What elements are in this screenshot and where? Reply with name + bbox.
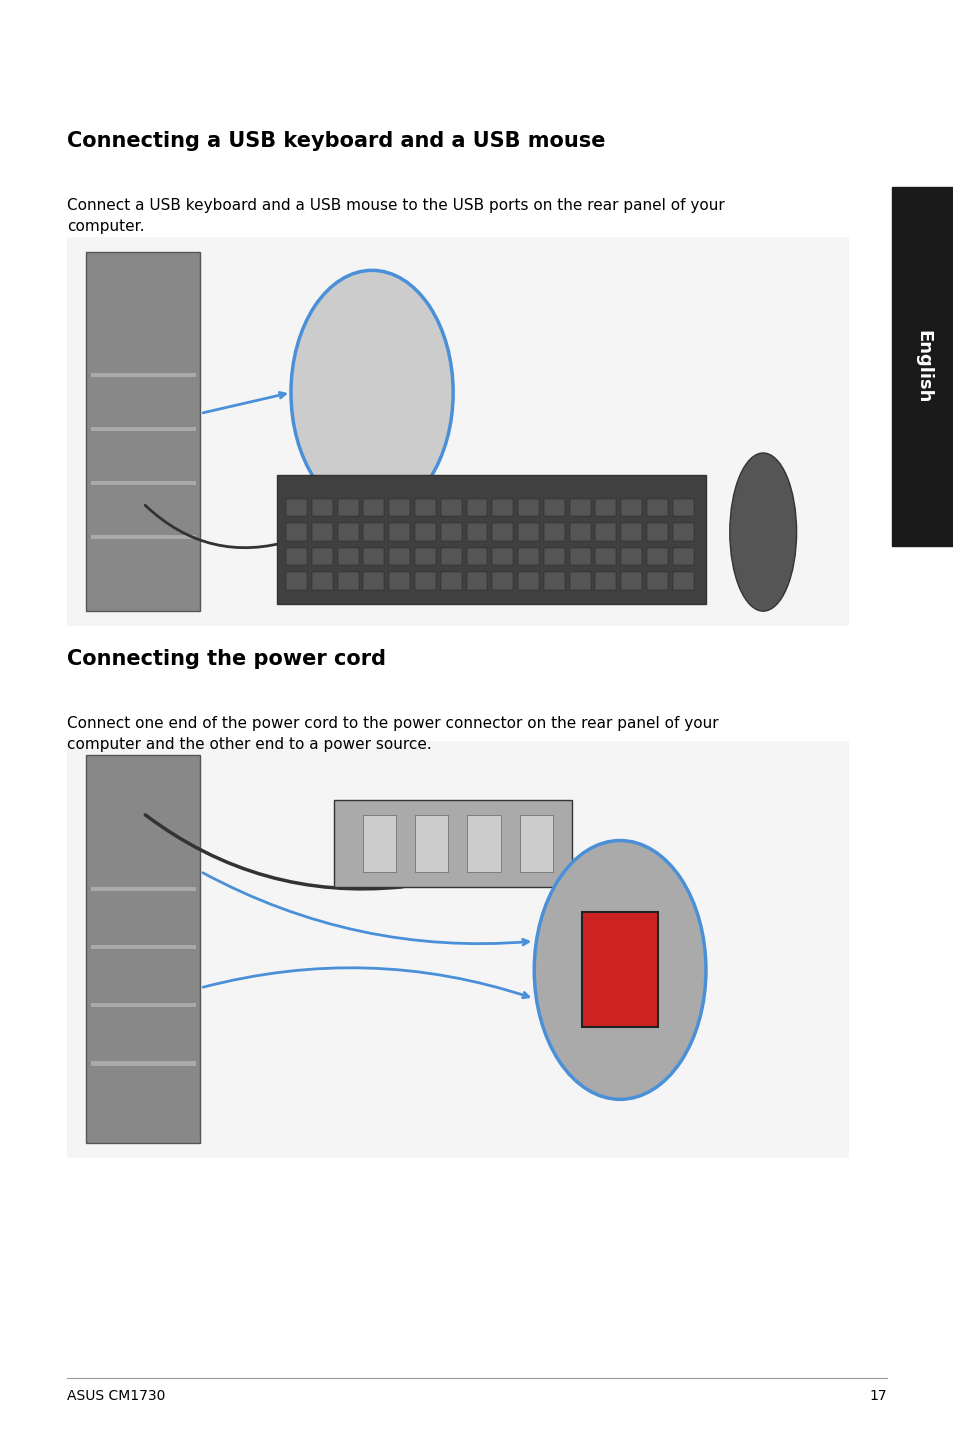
Bar [646,548,667,565]
Bar [543,499,564,516]
Bar [389,523,410,541]
Bar [91,1004,195,1007]
Bar [519,814,553,871]
Bar [415,499,436,516]
Bar [363,523,384,541]
Bar [363,499,384,516]
Bar [91,482,195,486]
Bar [91,372,195,377]
Bar [91,427,195,431]
Circle shape [291,270,453,515]
Bar [91,945,195,949]
Bar [86,252,200,611]
Bar [415,814,448,871]
Text: English: English [913,329,931,404]
Bar [595,572,616,590]
Bar [415,572,436,590]
Bar [492,499,513,516]
Bar [569,572,590,590]
Bar [91,535,195,539]
Bar [362,814,395,871]
Bar [492,523,513,541]
Bar [581,912,658,1027]
Bar [415,548,436,565]
Bar [286,572,307,590]
Bar [86,755,200,1143]
Bar [466,572,487,590]
Bar [337,548,358,565]
Bar [672,499,693,516]
Bar [312,572,333,590]
Bar [517,548,538,565]
Ellipse shape [729,453,796,611]
Text: Connecting a USB keyboard and a USB mouse: Connecting a USB keyboard and a USB mous… [67,131,604,151]
Bar [363,572,384,590]
Bar [286,548,307,565]
Bar [569,548,590,565]
Text: 17: 17 [869,1389,886,1403]
Text: ASUS CM1730: ASUS CM1730 [67,1389,165,1403]
Bar [467,814,500,871]
Bar [312,548,333,565]
Bar [620,499,641,516]
Bar [466,523,487,541]
Bar [569,499,590,516]
Bar [91,886,195,892]
Bar [672,572,693,590]
Bar [492,572,513,590]
Text: Connect a USB keyboard and a USB mouse to the USB ports on the rear panel of you: Connect a USB keyboard and a USB mouse t… [67,198,723,234]
Bar [286,499,307,516]
Bar [620,572,641,590]
Bar [389,548,410,565]
Bar [337,523,358,541]
Bar [543,548,564,565]
Bar [389,499,410,516]
Bar [620,548,641,565]
Bar [466,548,487,565]
Bar [312,499,333,516]
Bar [389,572,410,590]
Bar [312,523,333,541]
Bar [363,548,384,565]
Bar [595,548,616,565]
Bar [891,187,953,546]
Text: Connect one end of the power cord to the power connector on the rear panel of yo: Connect one end of the power cord to the… [67,716,718,752]
Bar [466,499,487,516]
Bar [646,499,667,516]
Bar [646,523,667,541]
Bar [595,523,616,541]
Bar [337,572,358,590]
Bar [440,499,461,516]
Bar [286,523,307,541]
Bar [543,572,564,590]
Circle shape [534,840,705,1099]
Bar [569,523,590,541]
Bar [492,548,513,565]
Bar [595,499,616,516]
Bar [440,572,461,590]
Text: Connecting the power cord: Connecting the power cord [67,649,385,669]
Bar [672,548,693,565]
Bar [415,523,436,541]
Bar [67,741,848,1158]
Bar [276,475,705,604]
Bar [517,499,538,516]
Bar [517,523,538,541]
Bar [440,523,461,541]
Bar [672,523,693,541]
Bar [517,572,538,590]
Bar [67,237,848,626]
Bar [337,499,358,516]
Bar [91,1061,195,1066]
Bar [543,523,564,541]
Bar [646,572,667,590]
Bar [334,800,572,886]
Bar [620,523,641,541]
Bar [440,548,461,565]
